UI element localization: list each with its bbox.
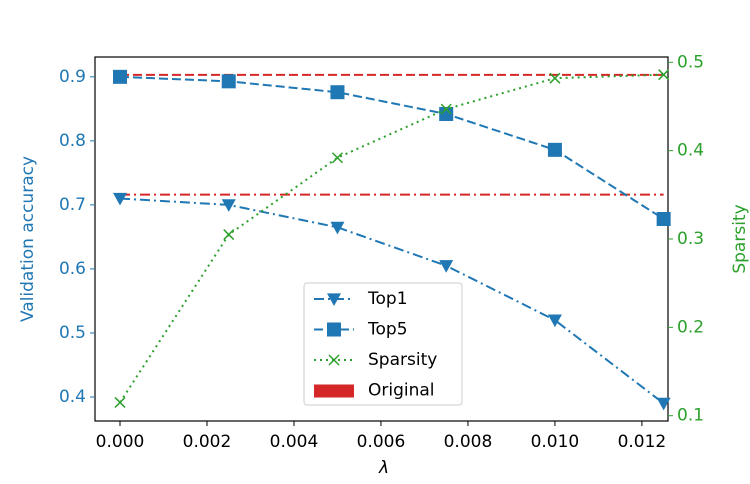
data-point [221,199,236,212]
y2-tick-label: 0.4 [677,141,704,161]
legend-swatch [314,384,354,398]
x-tick-label: 0.002 [183,432,232,452]
data-point [114,396,126,408]
y-tick-label: 0.4 [59,387,86,407]
legend-label: Original [368,381,435,401]
y-tick-label: 0.8 [59,131,86,151]
legend-marker [327,293,341,306]
y2-tick-label: 0.5 [677,52,704,72]
data-point [439,106,454,121]
y2-tick-label: 0.1 [677,406,704,426]
y2-tick-label: 0.3 [677,229,704,249]
data-point [439,260,454,273]
x-tick-label: 0.004 [270,432,319,452]
x-tick-label: 0.010 [531,432,580,452]
y2-tick-label: 0.2 [677,317,704,337]
data-point [221,74,236,89]
data-point [656,397,671,411]
x-tick-label: 0.006 [357,432,406,452]
x-axis-label: λ [378,458,389,478]
x-tick-label: 0.008 [444,432,493,452]
x-tick-label: 0.000 [96,432,145,452]
data-point [547,314,562,328]
data-point [549,72,561,84]
legend-marker [328,354,340,366]
y-tick-label: 0.9 [59,67,86,87]
data-point [440,103,452,115]
data-point [330,221,345,235]
data-point [656,211,671,226]
data-point [223,229,235,241]
legend-box [303,282,463,406]
series-line [119,73,664,403]
data-point [330,85,345,100]
y-axis-label: Validation accuracy [18,156,38,322]
y-tick-label: 0.5 [59,323,86,343]
data-point [113,69,128,84]
series-line [119,75,665,220]
legend-marker [327,322,341,337]
legend-label: Top1 [367,289,408,309]
x-tick-label: 0.012 [618,432,667,452]
data-point [331,152,343,164]
legend-label: Top5 [367,320,408,340]
data-point [658,69,670,81]
y2-axis-label: Sparsity [730,204,750,273]
legend-label: Sparsity [368,350,437,370]
data-point [113,192,128,206]
y-tick-label: 0.6 [59,259,86,279]
y-tick-label: 0.7 [59,195,86,215]
data-point [547,142,562,157]
